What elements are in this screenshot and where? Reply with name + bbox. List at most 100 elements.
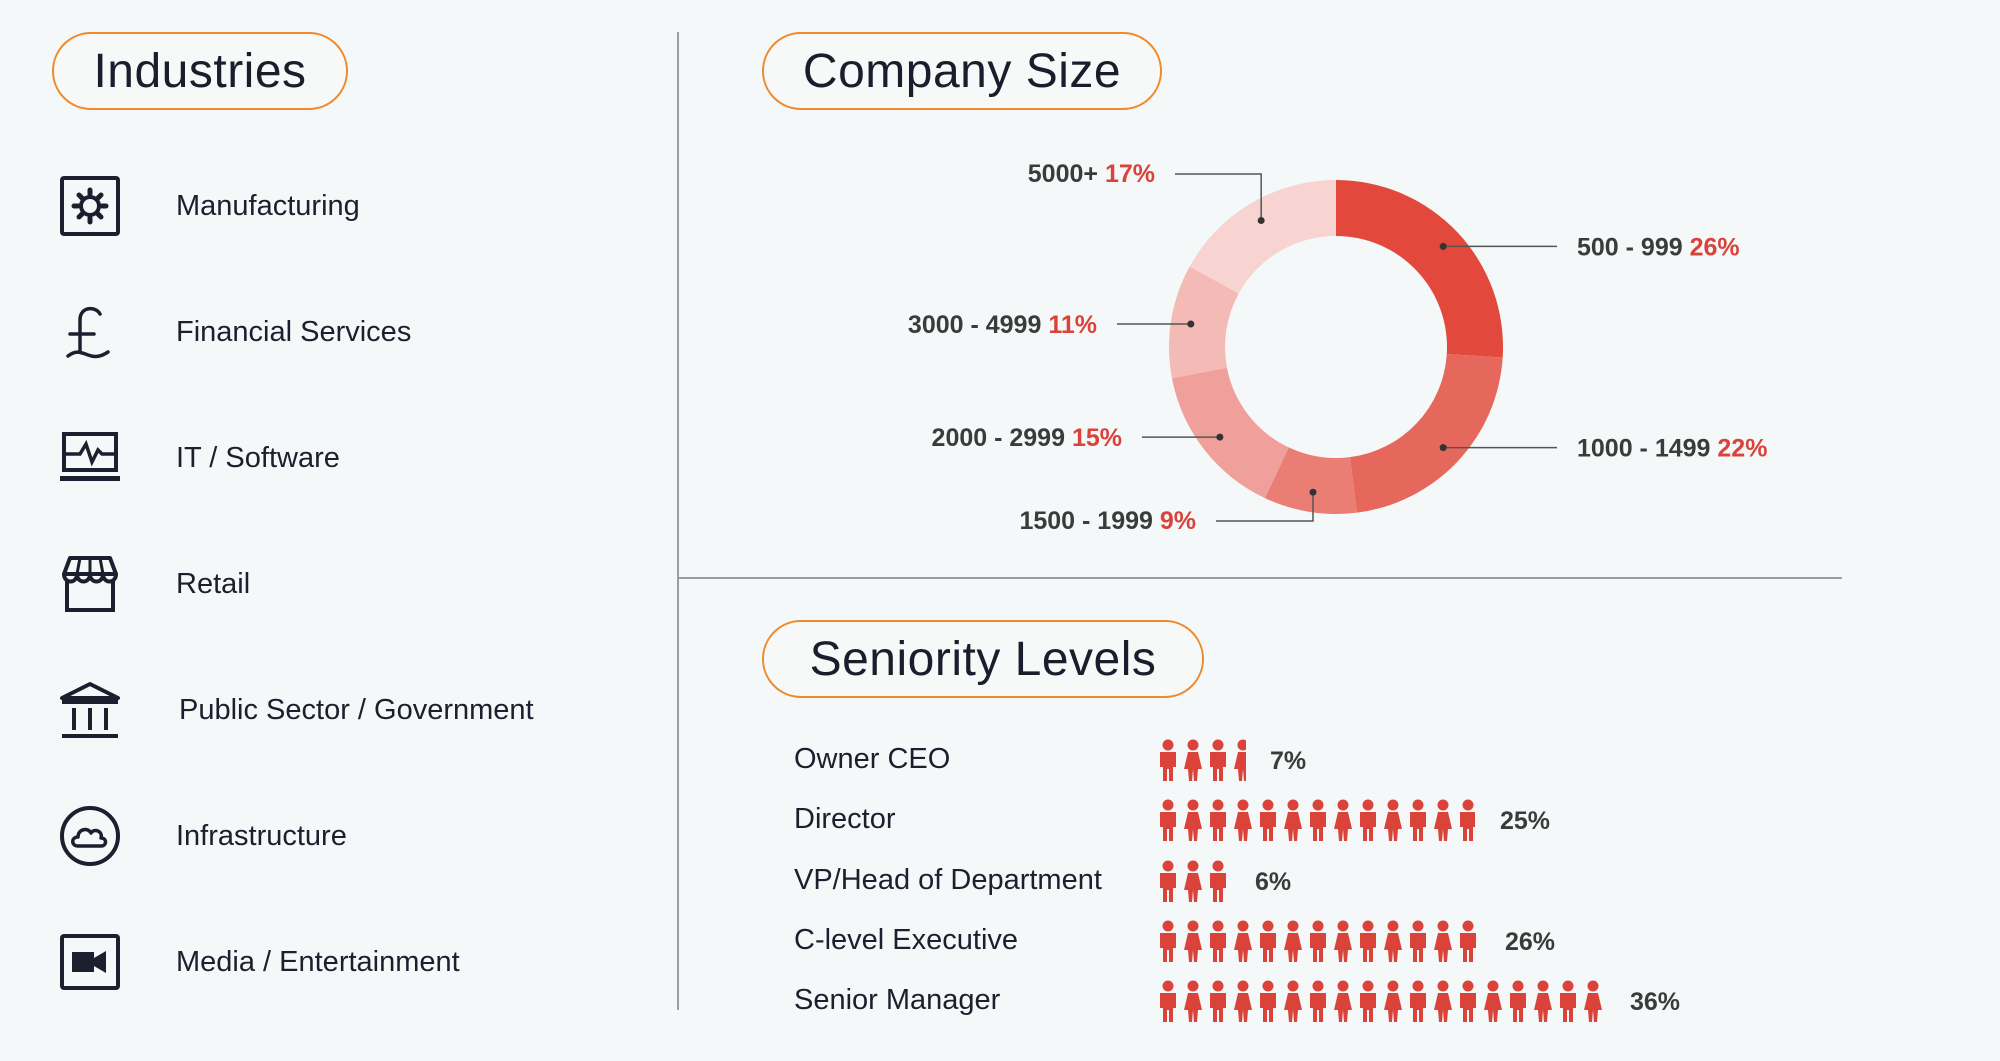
- person-icon: [1410, 799, 1426, 841]
- seniority-percent: 36%: [1630, 988, 1681, 1016]
- person-icon: [1184, 980, 1202, 1022]
- donut-label-category: 5000+: [1028, 160, 1105, 188]
- seniority-title-text: Seniority Levels: [809, 632, 1157, 686]
- person-icon: [1484, 980, 1502, 1022]
- pound-icon: [58, 300, 122, 364]
- person-icon: [1160, 980, 1176, 1022]
- person-icon: [1234, 739, 1246, 781]
- industry-financial-services: Financial Services: [58, 300, 411, 364]
- donut-label: 500 - 999 26%: [1577, 233, 1740, 261]
- industry-label: Infrastructure: [176, 819, 347, 852]
- donut-label-percent: 26%: [1690, 233, 1740, 261]
- person-icon: [1360, 799, 1376, 841]
- donut-label: 3000 - 4999 11%: [908, 311, 1097, 339]
- industry-label: Public Sector / Government: [179, 693, 534, 726]
- person-icon: [1460, 980, 1476, 1022]
- donut-label-category: 3000 - 4999: [908, 311, 1048, 339]
- person-icon: [1160, 799, 1176, 841]
- seniority-title: Seniority Levels: [762, 620, 1204, 698]
- leader-line: [1175, 173, 1262, 221]
- leader-dot: [1439, 242, 1447, 250]
- person-icon: [1284, 799, 1302, 841]
- seniority-label: VP/Head of Department: [794, 864, 1102, 896]
- industry-retail: Retail: [58, 552, 250, 616]
- leader-dot: [1187, 320, 1195, 328]
- person-icon: [1560, 980, 1576, 1022]
- person-icon: [1310, 920, 1326, 962]
- person-icon: [1184, 860, 1202, 902]
- person-icon: [1384, 980, 1402, 1022]
- leader-dot: [1309, 488, 1317, 496]
- person-icon: [1234, 920, 1252, 962]
- donut-slice: [1336, 180, 1503, 358]
- person-icon: [1360, 920, 1376, 962]
- seniority-percent: 6%: [1255, 868, 1292, 896]
- industry-label: Manufacturing: [176, 189, 360, 222]
- industry-label: Financial Services: [176, 315, 412, 348]
- person-icon: [1434, 980, 1452, 1022]
- person-icon: [1284, 920, 1302, 962]
- person-icon: [1160, 860, 1176, 902]
- person-icon: [1234, 799, 1252, 841]
- donut-label: 1000 - 1499 22%: [1577, 435, 1767, 463]
- person-icon: [1160, 739, 1176, 781]
- company-size-title: Company Size: [762, 32, 1162, 110]
- seniority-percent: 7%: [1270, 747, 1307, 775]
- donut-label: 2000 - 2999 15%: [932, 424, 1122, 452]
- seniority-icon-bar: [1160, 920, 1476, 962]
- seniority-label: Owner CEO: [794, 743, 951, 775]
- industry-label: Retail: [176, 567, 251, 600]
- person-icon: [1310, 980, 1326, 1022]
- horizontal-divider: [679, 577, 1842, 579]
- seniority-icon-bar: [1160, 980, 1602, 1022]
- person-icon: [1360, 980, 1376, 1022]
- person-icon: [1410, 980, 1426, 1022]
- company-size-title-text: Company Size: [802, 44, 1122, 98]
- government-building-icon: [58, 678, 122, 742]
- donut-slice: [1349, 353, 1503, 513]
- person-icon: [1460, 920, 1476, 962]
- donut-slice: [1264, 447, 1357, 514]
- gear-icon: [58, 174, 122, 238]
- storefront-icon: [58, 552, 122, 616]
- donut-slice: [1189, 180, 1336, 294]
- industry-it-software: IT / Software: [58, 426, 340, 490]
- seniority-label: Senior Manager: [794, 984, 1001, 1016]
- industry-public-sector: Public Sector / Government: [58, 678, 534, 742]
- donut-label: 5000+ 17%: [1028, 160, 1155, 188]
- laptop-pulse-icon: [58, 426, 122, 490]
- person-icon: [1234, 980, 1252, 1022]
- person-icon: [1434, 920, 1452, 962]
- person-icon: [1284, 980, 1302, 1022]
- person-icon: [1460, 799, 1475, 841]
- donut-label-category: 500 - 999: [1577, 233, 1690, 261]
- industry-media: Media / Entertainment: [58, 930, 460, 994]
- person-icon: [1184, 920, 1202, 962]
- person-icon: [1384, 799, 1402, 841]
- leader-dot: [1257, 216, 1265, 224]
- vertical-divider: [677, 32, 679, 1010]
- person-icon: [1260, 799, 1276, 841]
- person-icon: [1334, 980, 1352, 1022]
- industry-manufacturing: Manufacturing: [58, 174, 360, 238]
- seniority-label: Director: [794, 803, 896, 835]
- seniority-label: C-level Executive: [794, 924, 1019, 956]
- person-icon: [1210, 799, 1226, 841]
- donut-label-percent: 9%: [1160, 507, 1196, 535]
- video-camera-icon: [58, 930, 122, 994]
- donut-label-percent: 17%: [1105, 160, 1155, 188]
- industry-infrastructure: Infrastructure: [58, 804, 347, 868]
- industries-title-text: Industries: [93, 44, 307, 98]
- person-icon: [1210, 980, 1226, 1022]
- person-icon: [1410, 920, 1426, 962]
- donut-label-category: 1500 - 1999: [1019, 507, 1159, 535]
- donut-label-percent: 15%: [1072, 424, 1122, 452]
- donut-label-category: 2000 - 2999: [932, 424, 1072, 452]
- person-icon: [1434, 799, 1452, 841]
- person-icon: [1210, 739, 1226, 781]
- donut-label-percent: 11%: [1048, 311, 1097, 339]
- person-icon: [1184, 739, 1202, 781]
- donut-label-percent: 22%: [1717, 435, 1767, 463]
- donut-slice: [1168, 266, 1239, 379]
- person-icon: [1160, 920, 1176, 962]
